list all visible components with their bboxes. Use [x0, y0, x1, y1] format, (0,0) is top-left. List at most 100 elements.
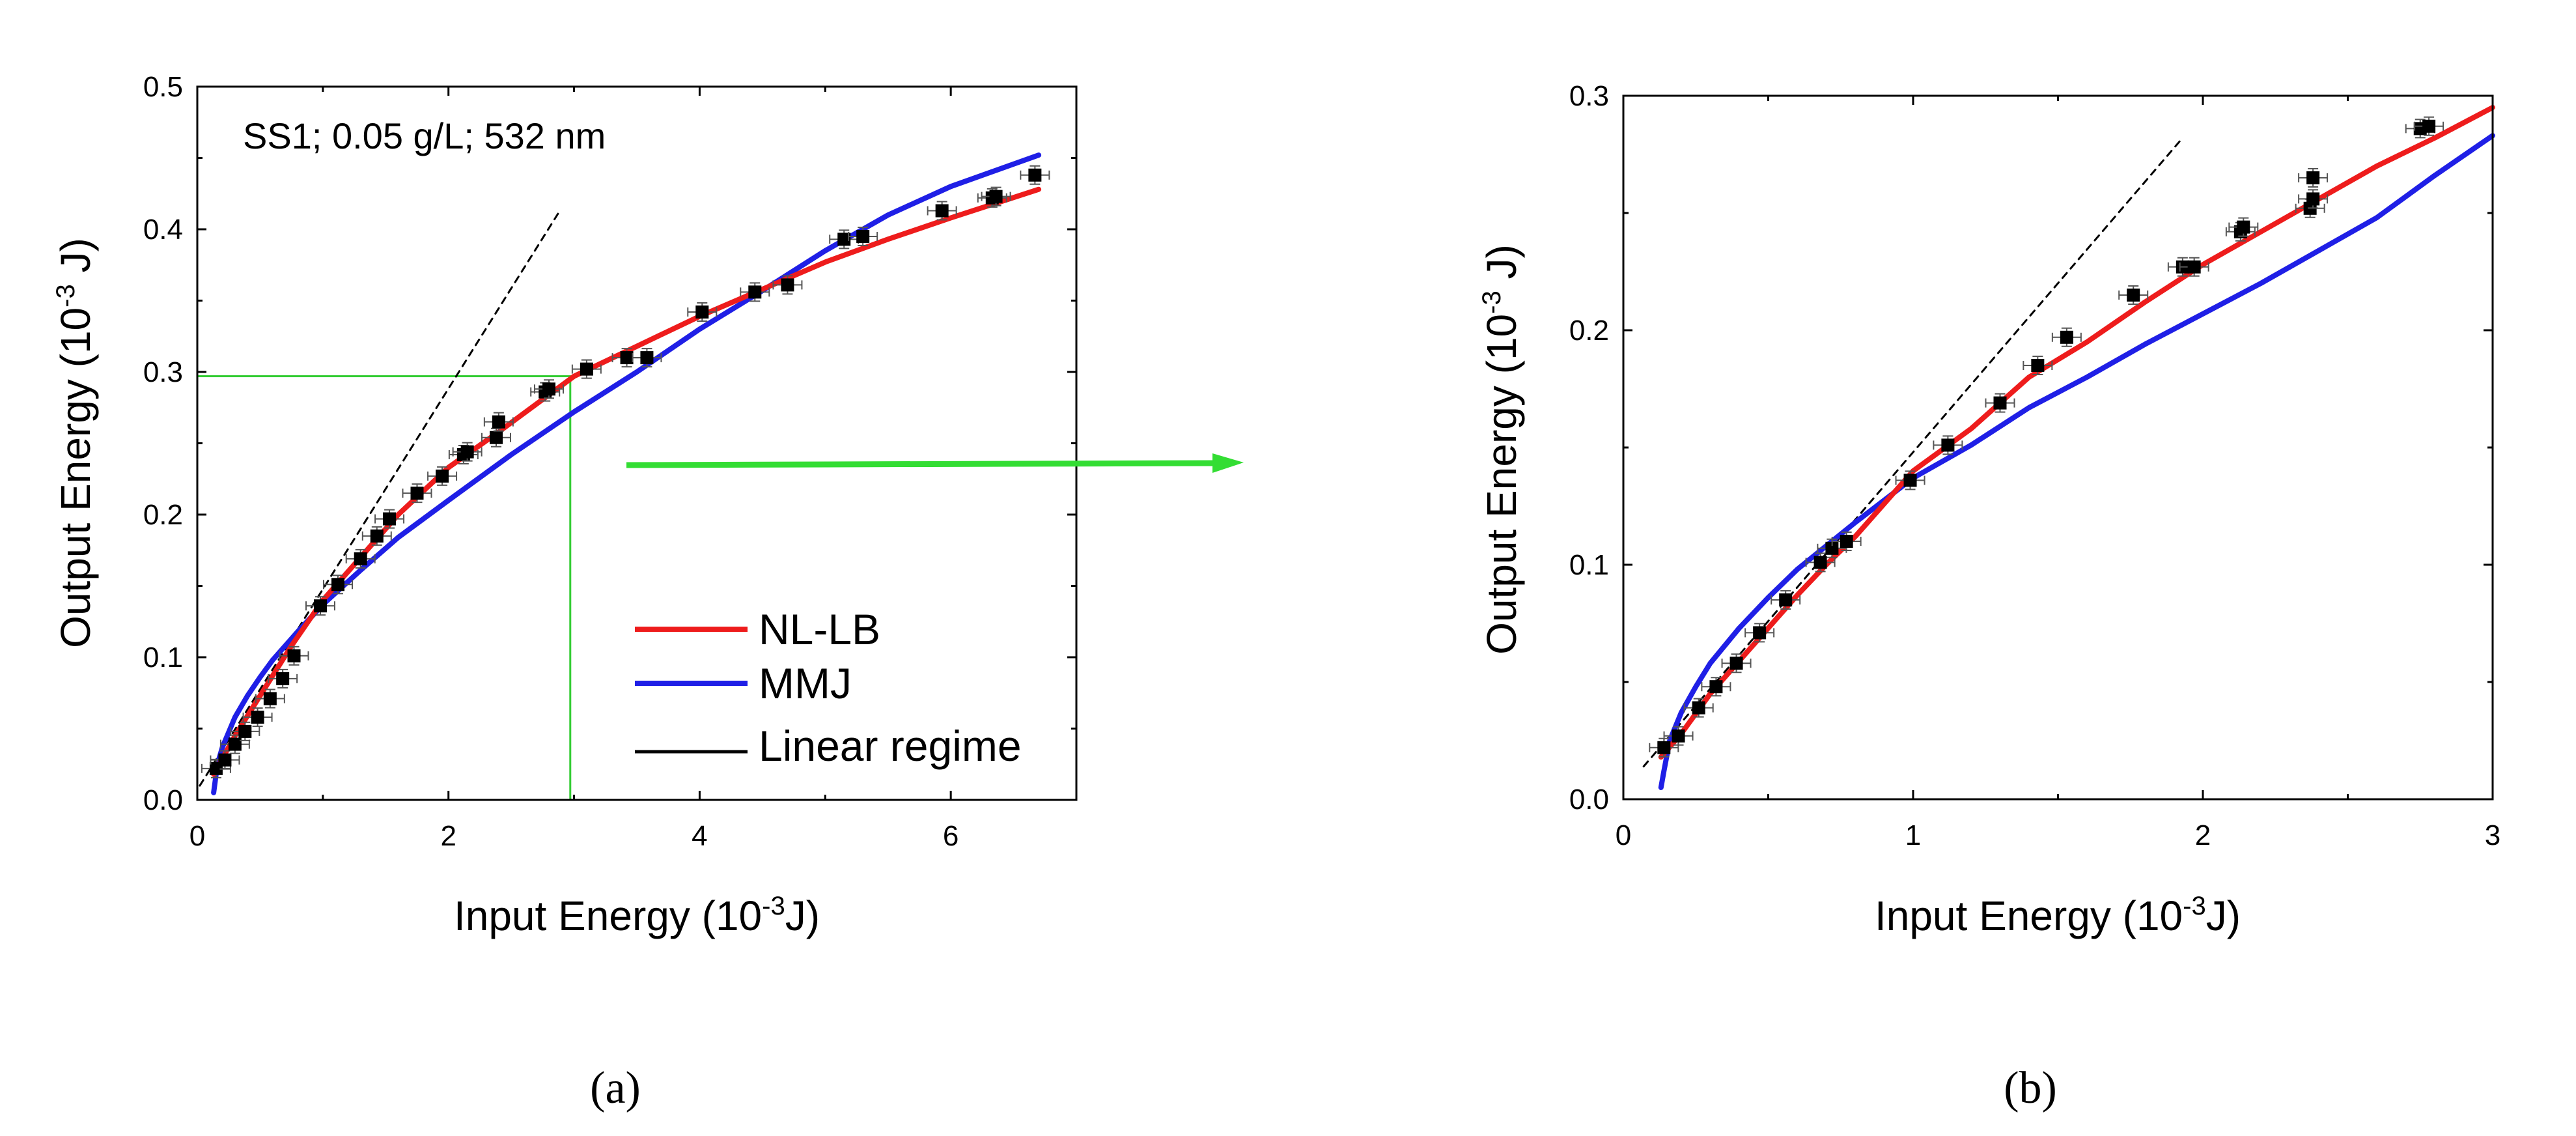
data-point — [305, 596, 335, 616]
data-point-marker — [410, 487, 424, 500]
series-line-linear-regime — [1642, 137, 2184, 768]
data-point — [632, 348, 662, 368]
panel-a-legend: NL-LB MMJ Linear regime — [635, 605, 1022, 770]
panel-b-plot-frame — [1622, 94, 2494, 801]
y-tick-label: 0.0 — [143, 784, 183, 816]
data-point-marker — [263, 692, 277, 705]
data-point — [452, 442, 483, 462]
y-tick-label: 0.0 — [1569, 784, 1609, 816]
zoom-arrow — [626, 453, 1244, 473]
data-point — [848, 226, 878, 246]
data-point-marker — [1779, 593, 1793, 606]
data-point-marker — [1753, 626, 1767, 640]
data-point-marker — [354, 552, 367, 565]
panel-a-plot-frame — [196, 85, 1078, 801]
data-point-marker — [856, 229, 870, 243]
data-point-marker — [238, 724, 252, 738]
data-point — [1744, 623, 1775, 643]
series-line-mmj — [1658, 133, 2495, 790]
data-point — [1933, 435, 1963, 455]
data-point — [611, 348, 642, 368]
x-tick-label: 0 — [189, 820, 205, 852]
panel-a-points — [201, 165, 1050, 778]
data-point-marker — [989, 190, 1003, 203]
panel-a-tick-labels: 0 2 4 6 0.0 0.1 0.2 0.3 0.4 0.5 — [143, 71, 959, 852]
data-point-marker — [251, 710, 264, 724]
y-tick-label: 0.5 — [143, 71, 183, 103]
zoom-arrow-head — [1212, 453, 1244, 473]
data-point-marker — [542, 382, 555, 396]
legend-label-nl-lb: NL-LB — [759, 605, 880, 653]
x-tick-label: 2 — [440, 820, 456, 852]
data-point — [2414, 116, 2444, 136]
data-point — [2023, 356, 2053, 375]
series-line-nl-lb — [1658, 105, 2495, 760]
panel-a-ticks — [196, 85, 1076, 801]
data-point — [483, 412, 514, 432]
data-point — [2179, 257, 2209, 277]
data-point-marker — [2422, 119, 2436, 133]
data-point — [230, 721, 260, 741]
data-point-marker — [640, 351, 654, 365]
data-point-marker — [492, 415, 505, 429]
zoom-region-rect — [196, 375, 572, 801]
data-point — [1683, 698, 1714, 718]
y-tick-label: 0.1 — [1569, 549, 1609, 581]
y-tick-label: 0.1 — [143, 642, 183, 674]
data-point-marker — [218, 753, 232, 767]
panel-b-x-axis-title: Input Energy (10-3J) — [1875, 892, 2241, 939]
panel-a-zoom-box — [196, 375, 572, 801]
data-point — [210, 750, 240, 770]
data-point — [255, 689, 285, 709]
y-tick-label: 0.2 — [143, 499, 183, 531]
data-point-marker — [1840, 535, 1853, 548]
data-point-marker — [2031, 359, 2045, 372]
zoom-arrow-shaft — [626, 460, 1218, 468]
panel-b-label: (b) — [2004, 1063, 2057, 1113]
data-point-marker — [1903, 474, 1917, 487]
panel-b-y-axis-title: Output Energy (10-3 J) — [1477, 244, 1525, 655]
data-point-marker — [837, 233, 851, 246]
legend-label-mmj: MMJ — [759, 659, 852, 707]
data-point — [1701, 677, 1731, 697]
data-point — [1771, 590, 1801, 610]
data-point-marker — [460, 445, 474, 459]
data-point-marker — [436, 469, 449, 483]
data-point — [2118, 285, 2149, 305]
data-point-marker — [1729, 657, 1743, 670]
data-point — [1020, 165, 1050, 185]
data-point-marker — [383, 512, 397, 526]
data-point — [323, 575, 353, 595]
x-tick-label: 4 — [692, 820, 707, 852]
data-point — [268, 668, 298, 689]
y-tick-label: 0.4 — [143, 214, 183, 246]
data-point — [1805, 552, 1836, 573]
data-point — [534, 379, 564, 399]
y-tick-label: 0.3 — [143, 356, 183, 388]
data-point — [1663, 726, 1694, 746]
data-point — [1831, 532, 1862, 551]
data-point-marker — [2060, 330, 2073, 344]
data-point-marker — [2237, 220, 2250, 234]
panel-a-label: (a) — [590, 1063, 641, 1113]
data-point-marker — [370, 529, 384, 543]
data-point-marker — [1692, 701, 1705, 715]
data-point — [242, 707, 273, 727]
data-point-marker — [1657, 741, 1671, 754]
data-point — [2228, 217, 2259, 237]
data-point — [1721, 653, 1752, 674]
data-point — [1985, 393, 2015, 413]
data-point — [687, 302, 718, 322]
data-point-marker — [228, 737, 242, 751]
panel-b: 0 1 2 3 0.0 0.1 0.2 0.3 Input Energy (10-3J) Ou… — [1477, 80, 2500, 1113]
data-point — [1649, 737, 1679, 758]
data-point — [361, 526, 392, 546]
panel-a-annotation: SS1; 0.05 g/L; 532 nm — [243, 115, 606, 156]
panel-b-tick-labels: 0 1 2 3 0.0 0.1 0.2 0.3 — [1569, 80, 2500, 851]
data-point — [772, 275, 803, 295]
legend-label-linear: Linear regime — [759, 722, 1022, 770]
data-point — [981, 186, 1011, 206]
series-line-linear-regime — [199, 211, 560, 787]
data-point-marker — [620, 351, 634, 365]
